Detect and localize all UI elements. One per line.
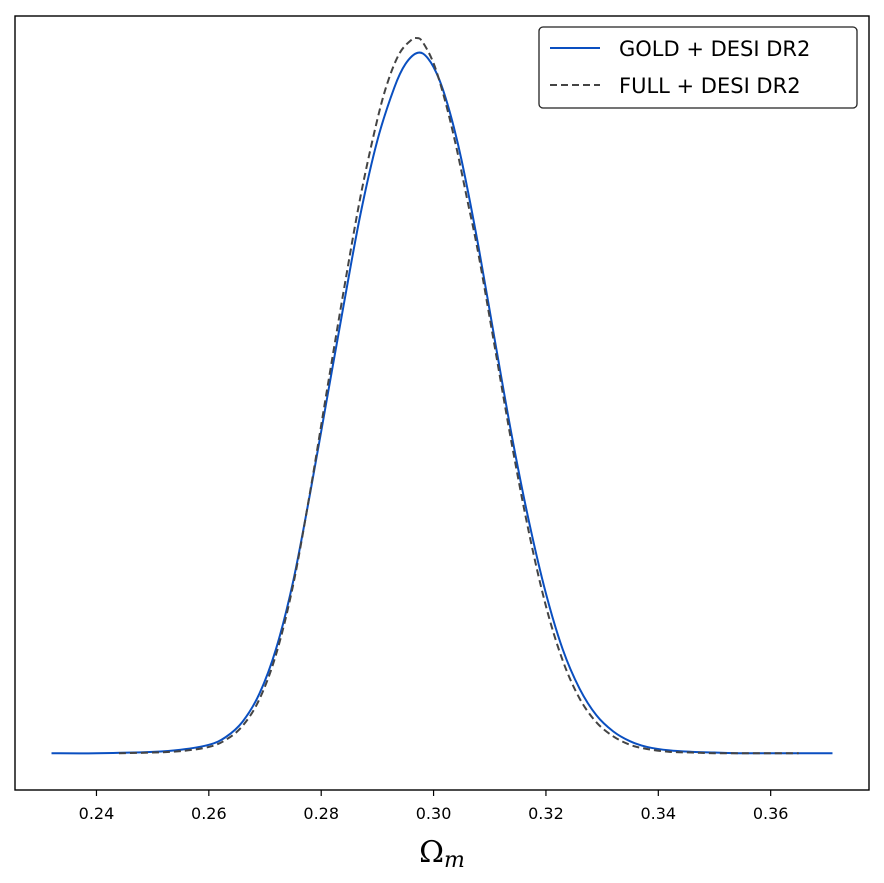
legend: GOLD + DESI DR2 FULL + DESI DR2	[538, 26, 858, 109]
x-tick-label: 0.36	[753, 804, 789, 823]
x-tick-label: 0.28	[303, 804, 339, 823]
x-axis-label-main: Ω	[419, 835, 444, 870]
legend-label-full: FULL + DESI DR2	[619, 74, 801, 98]
x-tick-label: 0.24	[79, 804, 115, 823]
legend-box	[538, 26, 858, 109]
plot-area	[51, 36, 833, 755]
series-line-full	[118, 36, 799, 755]
axes-frame	[14, 15, 870, 791]
x-tick-label: 0.26	[191, 804, 227, 823]
x-tick-label: 0.32	[528, 804, 564, 823]
legend-label-gold: GOLD + DESI DR2	[619, 37, 810, 61]
x-tick-label: 0.30	[416, 804, 452, 823]
x-axis-label-subscript: m	[444, 848, 465, 873]
x-tick-label: 0.34	[640, 804, 676, 823]
x-axis: 0.24 0.26 0.28 0.30 0.32 0.34 0.36	[79, 790, 789, 823]
x-axis-label: Ωm	[419, 835, 465, 873]
series-line-gold	[51, 51, 833, 755]
